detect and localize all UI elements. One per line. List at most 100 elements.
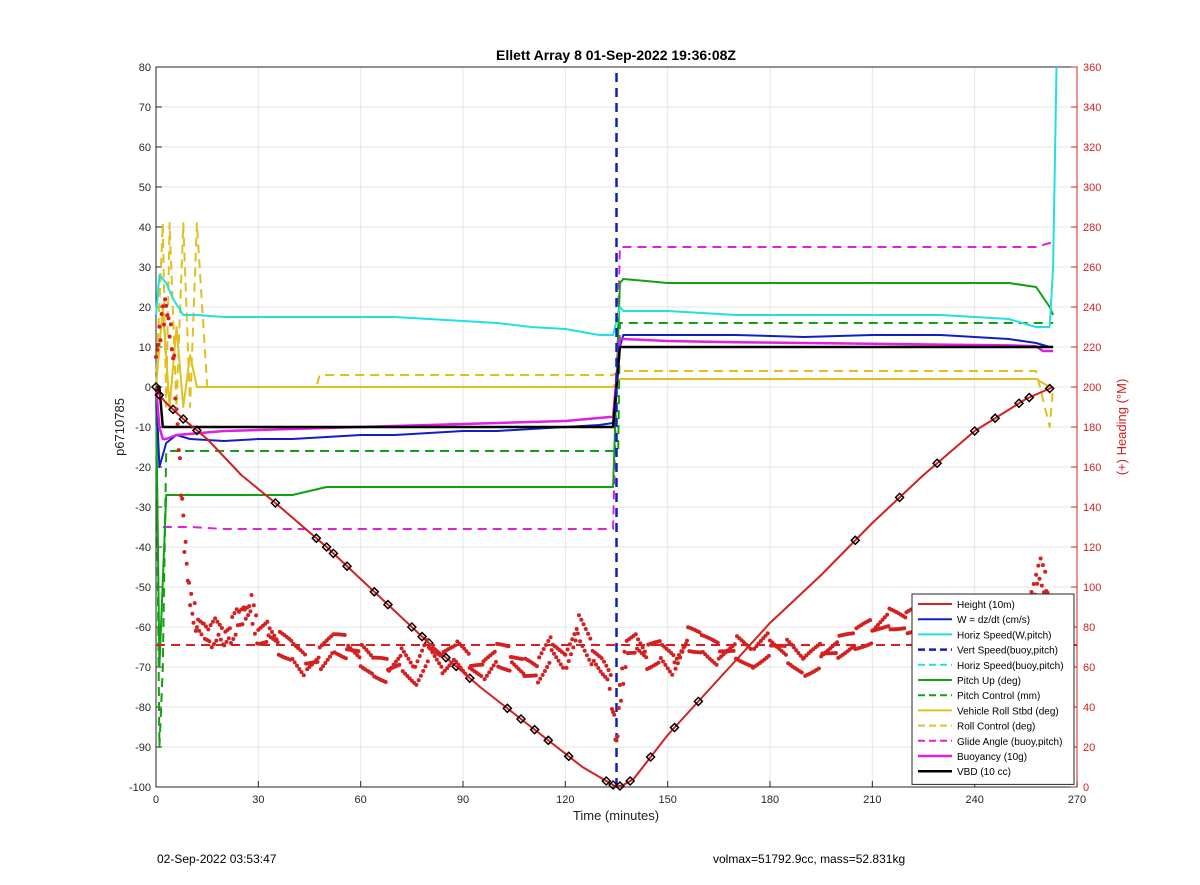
heading-dot (187, 580, 191, 585)
heading-dot (594, 662, 598, 667)
heading-dot (642, 649, 647, 654)
heading-dot (673, 666, 678, 671)
heading-dot (252, 631, 257, 636)
height-marker (932, 458, 943, 469)
heading-dot (422, 643, 427, 648)
y2-tick-label: 180 (1083, 422, 1101, 434)
heading-dot (210, 619, 215, 624)
height-marker (440, 652, 452, 663)
heading-dot (321, 664, 326, 669)
height-marker (990, 413, 1001, 424)
heading-dot (167, 334, 172, 339)
heading-dot (588, 636, 593, 641)
heading-dot (678, 655, 683, 660)
heading-dot (316, 655, 321, 660)
heading-dot (658, 656, 663, 660)
heading-dot (614, 738, 619, 743)
heading-dot (439, 664, 444, 669)
heading-dot (315, 659, 320, 664)
heading-dot (464, 649, 469, 654)
heading-dot (582, 648, 587, 653)
heading-dot (546, 639, 551, 643)
heading-dot (292, 660, 297, 665)
heading-dot (160, 304, 165, 309)
heading-dot (752, 646, 757, 651)
heading-dot (549, 648, 554, 653)
heading-dot (462, 646, 467, 651)
heading-dot (157, 324, 162, 329)
heading-dot (533, 673, 538, 678)
height-marker (417, 631, 428, 642)
height-marker (1024, 392, 1035, 403)
heading-dot (552, 651, 556, 656)
heading-dot (445, 666, 450, 671)
height-marker (543, 735, 554, 746)
heading-dot (575, 631, 580, 636)
heading-dot (783, 652, 788, 657)
heading-dot (231, 637, 236, 641)
heading-dot (602, 659, 606, 664)
legend-label: W = dz/dt (cm/s) (957, 615, 1030, 626)
heading-dot (484, 673, 489, 678)
heading-dot (903, 615, 908, 620)
heading-dot (169, 347, 174, 352)
heading-dot (463, 671, 468, 676)
heading-dot (156, 342, 161, 347)
legend-label: Roll Control (deg) (957, 722, 1035, 733)
heading-dot (465, 674, 470, 679)
heading-dot (612, 712, 617, 717)
heading-dot (799, 670, 804, 675)
heading-dot (190, 611, 195, 616)
heading-dot (201, 621, 206, 626)
heading-dot (556, 658, 561, 663)
heading-dot (675, 661, 680, 666)
height-marker (1044, 383, 1055, 394)
heading-dot (756, 641, 761, 646)
heading-dot (766, 653, 771, 658)
heading-dot (1036, 563, 1041, 568)
heading-dot (591, 658, 596, 663)
legend-label: Height (10m) (957, 600, 1015, 611)
heading-dot (657, 639, 662, 644)
y-tick-label: -90 (135, 742, 151, 754)
heading-dot (563, 652, 568, 657)
heading-dot (249, 593, 254, 597)
heading-dot (323, 661, 328, 665)
heading-dot (886, 624, 891, 629)
y2-tick-label: 0 (1083, 782, 1089, 794)
heading-dot (415, 659, 420, 664)
heading-dot (672, 660, 677, 665)
heading-dot (423, 664, 428, 669)
y-tick-label: -20 (135, 462, 151, 474)
heading-dot (570, 637, 575, 642)
heading-dot (1043, 569, 1048, 574)
heading-dot (665, 666, 670, 671)
heading-dot (554, 655, 559, 660)
heading-dot (434, 657, 439, 662)
heading-dot (383, 680, 388, 684)
heading-dot (542, 669, 547, 673)
heading-dot (616, 706, 621, 710)
heading-dot (674, 656, 679, 661)
heading-dot (480, 662, 485, 667)
y2-tick-label: 360 (1083, 62, 1101, 74)
heading-dot (620, 666, 625, 671)
y2-tick-label: 100 (1083, 582, 1101, 594)
heading-dot (537, 655, 542, 660)
heading-dot (191, 620, 196, 625)
heading-dot (787, 640, 792, 645)
heading-dot (1029, 590, 1034, 594)
markers-layer (150, 381, 1055, 792)
series-layer (154, 66, 1058, 788)
heading-dot (155, 347, 160, 352)
heading-dot (494, 659, 498, 664)
heading-dot (492, 649, 497, 654)
heading-dot (632, 650, 637, 655)
heading-dot (397, 662, 402, 667)
heading-dot (623, 665, 628, 670)
heading-dot (640, 645, 645, 650)
heading-dot (233, 632, 238, 637)
heading-dot (270, 630, 274, 634)
heading-dot (356, 649, 361, 654)
heading-dot (199, 632, 204, 637)
